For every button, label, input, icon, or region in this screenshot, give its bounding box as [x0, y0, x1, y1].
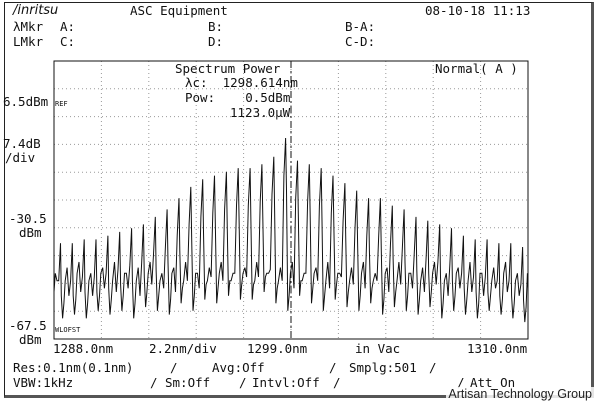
center-wavelength-readout: λc: 1298.614nm	[185, 75, 298, 90]
osa-screen: /inritsu ASC Equipment 08-10-18 11:13 λM…	[3, 2, 594, 398]
marker-c-minus-d: C-D:	[345, 34, 376, 49]
power-microwatt-readout: 1123.0μW	[230, 105, 291, 120]
spectrum-trace	[53, 137, 529, 323]
separator: /	[333, 375, 341, 390]
resolution-setting: Res:0.1nm(0.1nm)	[13, 360, 134, 375]
power-readout: Pow: 0.5dBm	[185, 90, 291, 105]
separator: /	[170, 360, 178, 375]
wavelength-offset-tag: WLOFST	[55, 326, 81, 334]
mid-level-unit: dBm	[19, 225, 42, 240]
center-wavelength: 1299.0nm	[247, 341, 308, 356]
marker-b-minus-a: B-A:	[345, 19, 376, 34]
stop-wavelength: 1310.0nm	[467, 341, 528, 356]
datetime: 08-10-18 11:13	[425, 3, 531, 18]
separator: /	[150, 375, 158, 390]
brand-logo: /inritsu	[13, 3, 59, 18]
level-marker-label: LMkr	[13, 34, 44, 49]
ref-level: 6.5dBm	[3, 94, 49, 109]
wavelength-medium: in Vac	[355, 341, 401, 356]
screen-title: ASC Equipment	[130, 3, 228, 18]
start-wavelength: 1288.0nm	[53, 341, 114, 356]
interval-setting: Intvl:Off	[252, 375, 320, 390]
separator: /	[457, 375, 465, 390]
measurement-mode-title: Spectrum Power	[175, 61, 281, 76]
separator: /	[239, 375, 247, 390]
spectrum-plot	[53, 60, 529, 340]
sampling-setting: Smplg:501	[349, 360, 417, 375]
averaging-setting: Avg:Off	[212, 360, 265, 375]
watermark-text: Artisan Technology Group	[446, 387, 594, 401]
vbw-setting: VBW:1kHz	[13, 375, 74, 390]
smoothing-setting: Sm:Off	[165, 375, 211, 390]
separator: /	[429, 360, 437, 375]
scale-unit: /div	[5, 150, 36, 165]
scale-value: 7.4dB	[3, 136, 41, 151]
trace-mode-label: Normal( A )	[435, 61, 518, 76]
separator: /	[329, 360, 337, 375]
marker-a: A:	[60, 19, 76, 34]
marker-b: B:	[208, 19, 224, 34]
attenuator-setting: Att On	[470, 375, 516, 390]
bottom-level-value: -67.5	[9, 318, 47, 333]
ref-tag: REF	[55, 100, 68, 108]
bottom-level-unit: dBm	[19, 332, 42, 347]
wavelength-marker-label: λMkr	[13, 19, 44, 34]
marker-c: C:	[60, 34, 76, 49]
marker-d: D:	[208, 34, 224, 49]
span-per-div: 2.2nm/div	[149, 341, 217, 356]
mid-level-value: -30.5	[9, 211, 47, 226]
